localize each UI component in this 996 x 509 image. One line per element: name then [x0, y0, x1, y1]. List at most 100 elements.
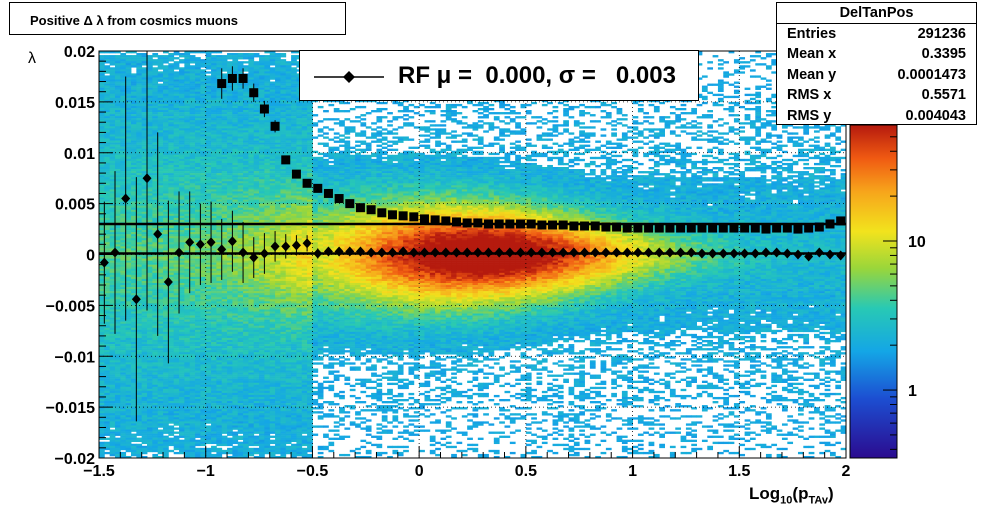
heatmap-cell — [227, 442, 233, 444]
heatmap-cell — [222, 307, 228, 309]
heatmap-cell — [195, 316, 201, 318]
heatmap-cell — [136, 189, 142, 191]
heatmap-cell — [174, 438, 180, 440]
heatmap-cell — [168, 393, 174, 395]
heatmap-cell — [216, 430, 222, 432]
heatmap-cell — [190, 102, 196, 104]
heatmap-cell — [190, 411, 196, 413]
heatmap-cell — [120, 65, 126, 67]
heatmap-cell — [206, 316, 212, 318]
heatmap-cell — [200, 236, 206, 238]
heatmap-cell — [163, 413, 169, 415]
heatmap-cell — [115, 71, 121, 73]
heatmap-cell — [104, 75, 110, 77]
heatmap-cell — [136, 287, 142, 289]
heatmap-cell — [158, 165, 164, 167]
heatmap-cell — [211, 358, 217, 360]
heatmap-cell — [232, 206, 238, 208]
heatmap-cell — [110, 338, 116, 340]
heatmap-cell — [179, 397, 185, 399]
heatmap-cell — [163, 442, 169, 444]
heatmap-cell — [200, 77, 206, 79]
heatmap-cell — [206, 126, 212, 128]
heatmap-cell — [158, 305, 164, 307]
heatmap-cell — [158, 126, 164, 128]
heatmap-cell — [158, 187, 164, 189]
heatmap-cell — [200, 401, 206, 403]
heatmap-cell — [216, 399, 222, 401]
heatmap-cell — [126, 387, 132, 389]
heatmap-cell — [211, 320, 217, 322]
heatmap-cell — [211, 198, 217, 200]
heatmap-cell — [168, 53, 174, 55]
heatmap-cell — [179, 299, 185, 301]
heatmap-cell — [195, 179, 201, 181]
heatmap-cell — [190, 281, 196, 283]
heatmap-cell — [195, 311, 201, 313]
heatmap-cell — [184, 387, 190, 389]
heatmap-cell — [158, 257, 164, 259]
heatmap-cell — [152, 63, 158, 65]
heatmap-cell — [190, 293, 196, 295]
heatmap-cell — [147, 246, 153, 248]
heatmap-cell — [126, 283, 132, 285]
heatmap-cell — [195, 173, 201, 175]
heatmap-cell — [211, 232, 217, 234]
heatmap-cell — [222, 303, 228, 305]
heatmap-cell — [142, 417, 148, 419]
heatmap-cell — [216, 165, 222, 167]
heatmap-cell — [115, 324, 121, 326]
heatmap-cell — [115, 212, 121, 214]
heatmap-cell — [136, 311, 142, 313]
heatmap-cell — [142, 409, 148, 411]
heatmap-cell — [211, 438, 217, 440]
heatmap-cell — [131, 86, 137, 88]
heatmap-cell — [216, 309, 222, 311]
heatmap-cell — [227, 450, 233, 452]
heatmap-cell — [227, 147, 233, 149]
heatmap-cell — [168, 373, 174, 375]
heatmap-cell — [104, 393, 110, 395]
heatmap-cell — [142, 350, 148, 352]
heatmap-cell — [200, 399, 206, 401]
heatmap-cell — [227, 193, 233, 195]
heatmap-cell — [211, 185, 217, 187]
heatmap-cell — [190, 413, 196, 415]
heatmap-cell — [147, 171, 153, 173]
heatmap-cell — [158, 145, 164, 147]
heatmap-cell — [126, 86, 132, 88]
heatmap-cell — [227, 143, 233, 145]
heatmap-cell — [179, 226, 185, 228]
heatmap-cell — [211, 57, 217, 59]
heatmap-cell — [195, 191, 201, 193]
heatmap-cell — [200, 434, 206, 436]
heatmap-cell — [168, 311, 174, 313]
heatmap-cell — [195, 358, 201, 360]
heatmap-cell — [211, 61, 217, 63]
heatmap-cell — [174, 57, 180, 59]
heatmap-cell — [163, 65, 169, 67]
heatmap-cell — [168, 92, 174, 94]
heatmap-cell — [211, 173, 217, 175]
heatmap-cell — [120, 381, 126, 383]
heatmap-cell — [115, 145, 121, 147]
heatmap-cell — [168, 67, 174, 69]
heatmap-cell — [174, 352, 180, 354]
heatmap-cell — [216, 395, 222, 397]
heatmap-cell — [115, 391, 121, 393]
heatmap-cell — [104, 277, 110, 279]
heatmap-cell — [190, 214, 196, 216]
heatmap-cell — [211, 75, 217, 77]
heatmap-cell — [200, 385, 206, 387]
heatmap-cell — [131, 139, 137, 141]
heatmap-cell — [222, 59, 228, 61]
heatmap-cell — [152, 362, 158, 364]
heatmap-cell — [216, 118, 222, 120]
heatmap-cell — [190, 366, 196, 368]
heatmap-cell — [179, 230, 185, 232]
heatmap-cell — [115, 430, 121, 432]
heatmap-cell — [211, 118, 217, 120]
heatmap-cell — [206, 430, 212, 432]
heatmap-cell — [200, 299, 206, 301]
heatmap-cell — [222, 326, 228, 328]
